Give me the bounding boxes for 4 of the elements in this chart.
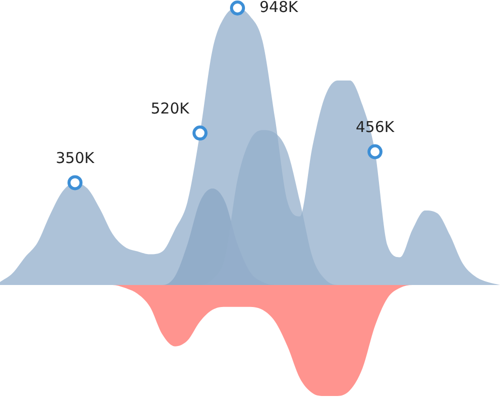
data-label: 350K [56,149,96,168]
data-label: 520K [150,99,190,118]
data-label: 456K [356,118,396,136]
data-label: 948K [260,0,300,16]
